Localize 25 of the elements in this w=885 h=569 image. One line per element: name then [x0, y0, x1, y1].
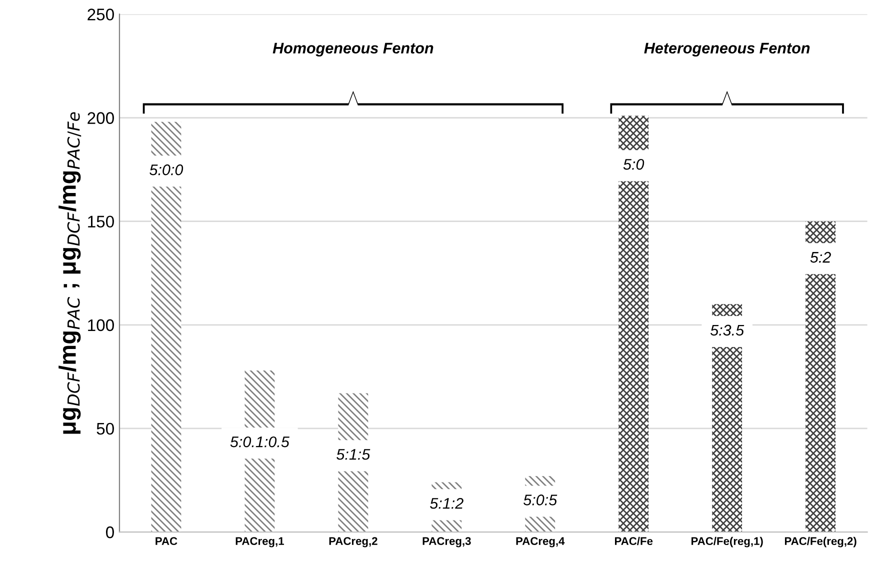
x-tick-label: PAC/Fe: [615, 536, 653, 546]
annotation: 5:1:5: [336, 449, 370, 460]
x-tick-label: PAC: [156, 537, 178, 546]
x-tick-label: PAC/Fe(reg,1): [692, 536, 763, 548]
annotation: 5:1:2: [430, 498, 464, 509]
y-tick-label: 100: [88, 319, 114, 332]
x-tick-label: PACreg,2: [329, 537, 378, 548]
annotation: 5:0:0: [150, 164, 184, 176]
annotation: Homogeneous Fenton: [272, 42, 434, 57]
y-axis-title: μg$_{DCF}$/mg$_{PAC}$ ; μg$_{DCF}$/mg$_{PAC/Fe}$: [58, 112, 82, 434]
annotation: 5:0:5: [523, 494, 558, 506]
y-tick-label: 200: [88, 112, 114, 124]
annotation: Heterogeneous Fenton: [644, 42, 810, 57]
annotation: 5:0.1:0.5: [230, 436, 290, 448]
x-tick-label: PACreg,4: [516, 537, 565, 548]
y-tick-label: 150: [88, 216, 114, 228]
annotation: 5:0: [623, 158, 644, 170]
y-tick-label: 250: [88, 8, 114, 20]
x-tick-label: PAC/Fe(reg,2): [784, 536, 856, 548]
annotation: 5:3.5: [710, 324, 744, 336]
x-tick-label: PACreg,1: [236, 537, 284, 548]
x-tick-label: PACreg,3: [422, 537, 471, 548]
y-tick-label: 50: [96, 422, 114, 435]
annotation: 5:2: [810, 252, 831, 263]
y-tick-label: 0: [106, 526, 114, 538]
